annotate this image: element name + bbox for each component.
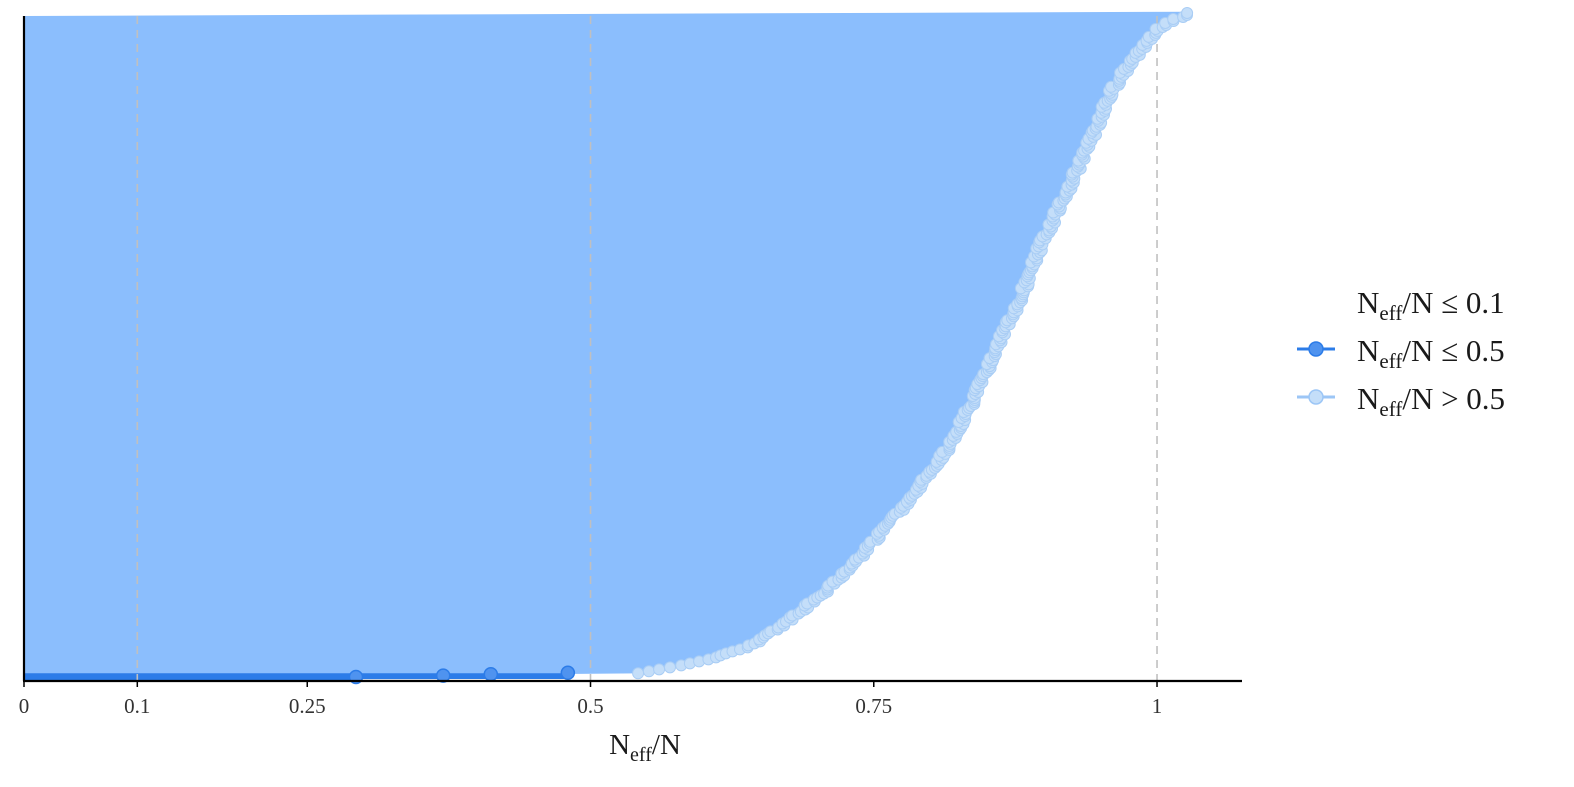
legend-key-point-high	[1308, 389, 1324, 405]
high-point	[642, 665, 655, 678]
x-axis-title-base: N	[609, 729, 630, 761]
x-axis-title: Neff/N	[609, 729, 681, 766]
x-axis-title-suffix: /N	[652, 729, 681, 761]
x-tick-label-1: 0.1	[124, 694, 150, 718]
legend-item-mid-threshold: Neff/N ≤ 0.5	[1297, 333, 1505, 373]
x-tick-label-2: 0.25	[289, 694, 326, 718]
high-point	[653, 663, 666, 676]
high-point	[1181, 7, 1194, 19]
x-tick-label-4: 0.75	[855, 694, 892, 718]
x-axis-title-sub: eff	[630, 744, 652, 766]
axes	[22, 16, 1242, 683]
legend-item-high-threshold: Neff/N > 0.5	[1297, 381, 1505, 421]
plot-area	[24, 11, 1193, 681]
high-point	[632, 667, 645, 680]
low-point-2	[483, 666, 499, 682]
legend-label-mid-threshold: Neff/N ≤ 0.5	[1357, 333, 1505, 373]
data-points	[348, 7, 1194, 685]
x-tick-label-3: 0.5	[577, 694, 603, 718]
high-point	[1167, 13, 1180, 25]
legend-label-low-threshold: Neff/N ≤ 0.1	[1357, 285, 1505, 325]
legend-item-low-threshold: Neff/N ≤ 0.1	[1357, 285, 1505, 325]
legend-label-high-threshold: Neff/N > 0.5	[1357, 381, 1505, 421]
high-point	[664, 661, 676, 674]
legend-key-point-mid	[1308, 341, 1324, 357]
x-tick-label-5: 1	[1152, 694, 1163, 718]
x-axis-ticks: 0 0.1 0.25 0.5 0.75 1	[19, 681, 1163, 718]
low-series-band	[24, 675, 568, 679]
low-point-3	[560, 665, 576, 681]
x-tick-label-0: 0	[19, 694, 30, 718]
high-series-area	[24, 11, 1193, 679]
legend: Neff/N ≤ 0.1 Neff/N ≤ 0.5 Neff/N > 0.5	[1297, 285, 1505, 421]
